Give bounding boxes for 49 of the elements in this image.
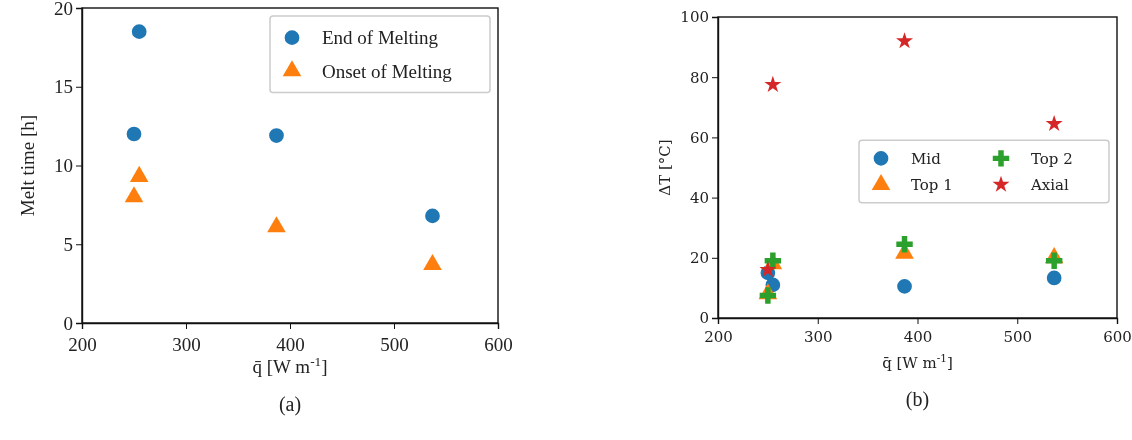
point: [1045, 114, 1063, 132]
point: [896, 236, 913, 253]
y-tick-label: 15: [54, 76, 73, 98]
x-tick-label: 600: [1103, 328, 1132, 346]
x-tick-label: 300: [803, 328, 833, 346]
text: (b): [905, 388, 930, 411]
y-tick-label: 0: [699, 309, 709, 328]
point: [1045, 252, 1063, 270]
x-tick-label: 400: [276, 334, 305, 355]
point: [423, 253, 442, 271]
legend-label: Top 1: [911, 175, 953, 194]
point: [129, 165, 149, 182]
y-tick-label: 20: [689, 249, 709, 268]
point: [124, 186, 144, 203]
point: [897, 279, 912, 294]
y-axis-title: Melt time [h]: [17, 114, 38, 217]
x-axis-title: q̄ [W m$^{-1}$]: [252, 353, 328, 377]
point: [269, 128, 284, 143]
point: [896, 32, 914, 49]
point: [764, 75, 782, 92]
y-tick-label: 10: [54, 155, 73, 177]
y-tick-label: 5: [63, 233, 73, 255]
y-axis-title: ΔT [°C]: [656, 139, 674, 196]
y-tick-label: 20: [54, 0, 73, 19]
point: [126, 126, 142, 142]
legend-label: Top 2: [1031, 149, 1073, 168]
point: [759, 260, 777, 278]
x-tick-label: 400: [903, 328, 933, 346]
y-tick-label: 40: [689, 188, 709, 207]
text: (a): [278, 393, 302, 416]
x-tick-label: 200: [68, 334, 97, 355]
point: [131, 24, 147, 39]
x-tick-label: 200: [704, 328, 733, 346]
x-tick-label: 500: [1003, 328, 1033, 346]
point: [1046, 270, 1062, 286]
legend-label: Mid: [911, 149, 942, 168]
point: [759, 287, 777, 304]
x-axis-title: q̄ [W m$^{-1}$]: [882, 352, 953, 372]
point: [267, 216, 286, 233]
x-tick-label: 600: [484, 334, 513, 355]
y-tick-label: 80: [689, 68, 709, 87]
legend-label: End of Melting: [322, 27, 439, 49]
legend-label: Onset of Melting: [322, 60, 453, 82]
y-tick-label: 0: [63, 312, 73, 334]
y-tick-label: 60: [689, 128, 709, 147]
x-tick-label: 300: [172, 334, 201, 355]
y-tick-label: 100: [680, 8, 709, 27]
x-tick-label: 500: [380, 334, 409, 355]
legend-label: Axial: [1030, 175, 1070, 194]
